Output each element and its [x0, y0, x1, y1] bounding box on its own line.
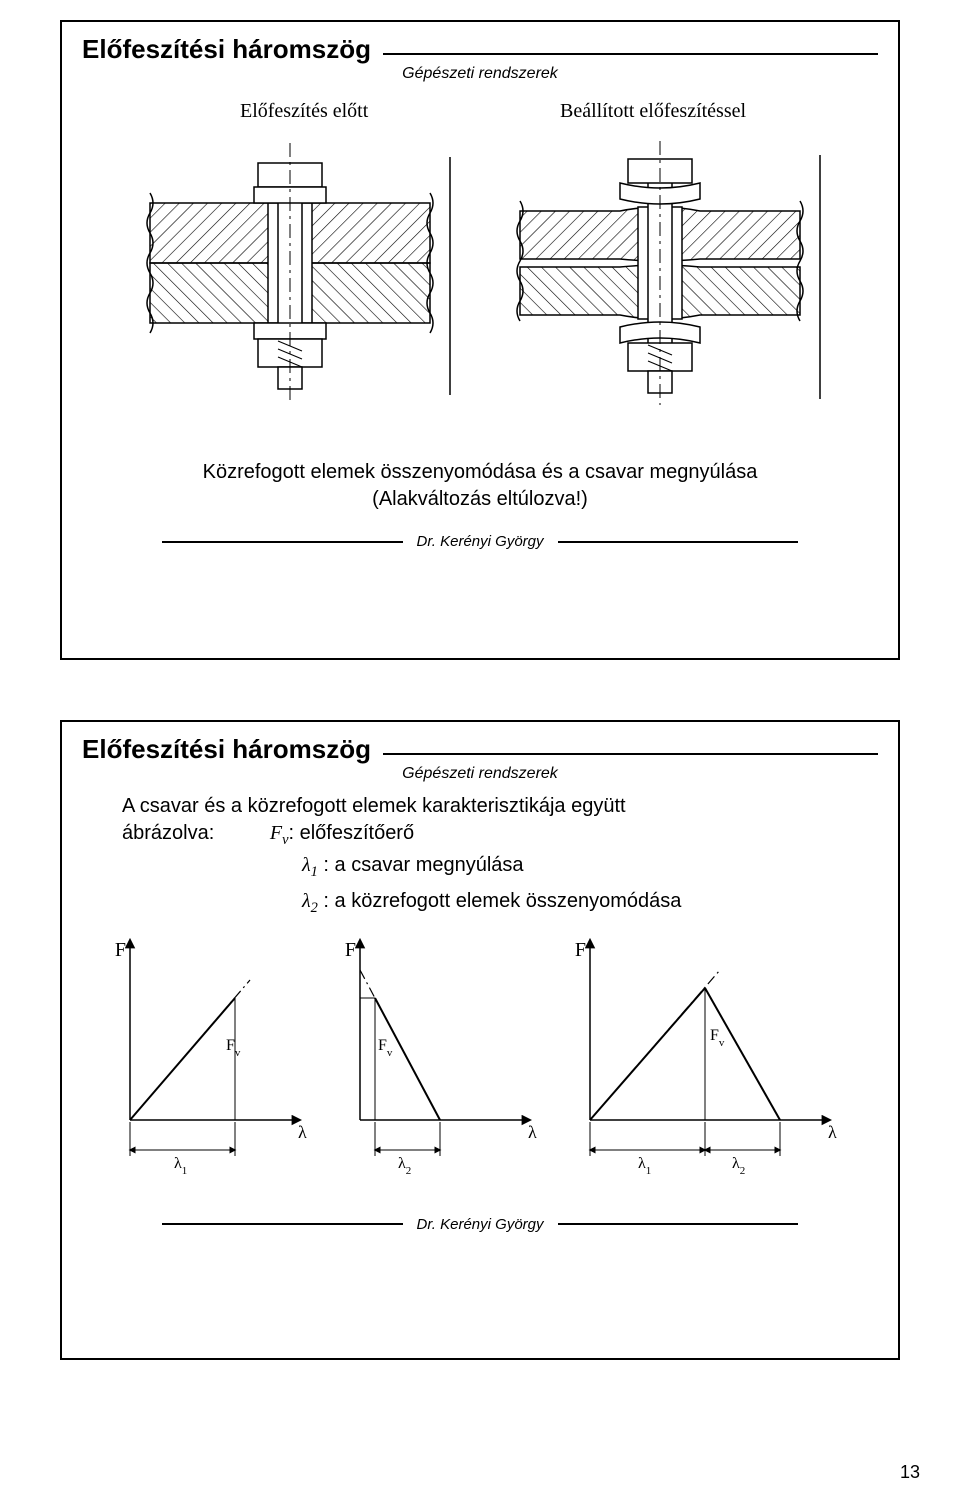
slide1-title-row: Előfeszítési háromszög — [82, 34, 878, 65]
fig1-label-right: Beállított előfeszítéssel — [560, 100, 746, 122]
svg-text:Fv: Fv — [378, 1037, 393, 1059]
svg-text:λ1: λ1 — [638, 1155, 651, 1177]
bolt-figure: Előfeszítés előtt Beállított előfeszítés… — [90, 93, 870, 433]
l1-sub: 1 — [311, 864, 318, 880]
l2-sub: 2 — [311, 900, 318, 916]
svg-text:λ1: λ1 — [174, 1155, 187, 1177]
svg-text:λ: λ — [298, 1122, 307, 1142]
l2-desc: : a közrefogott elemek összenyomódása — [318, 890, 682, 912]
l1-sym: λ — [302, 854, 311, 876]
page-number: 13 — [900, 1462, 920, 1483]
slide1-caption-line2: (Alakváltozás eltúlozva!) — [82, 486, 878, 513]
svg-text:F: F — [115, 939, 126, 961]
slide2-title: Előfeszítési háromszög — [82, 734, 371, 765]
slide2-intro-a: A csavar és a közrefogott elemek karakte… — [122, 795, 626, 817]
fv-sym: F — [270, 822, 282, 844]
slide1-footer: Dr. Kerényi György — [82, 533, 878, 550]
slide1-title-rule — [383, 53, 878, 55]
slide1-footer-text: Dr. Kerényi György — [417, 533, 544, 550]
svg-text:λ2: λ2 — [732, 1155, 745, 1177]
svg-text:F: F — [575, 939, 586, 961]
slide1-subtitle: Gépészeti rendszerek — [82, 65, 878, 83]
slide2-footer-text: Dr. Kerényi György — [417, 1216, 544, 1233]
page: Előfeszítési háromszög Gépészeti rendsze… — [0, 0, 960, 1501]
svg-text:λ2: λ2 — [398, 1155, 411, 1177]
svg-text:λ: λ — [528, 1122, 537, 1142]
slide2-intro-b: ábrázolva: — [122, 822, 214, 844]
lambda-defs: λ1 : a csavar megnyúlása λ2 : a közrefog… — [302, 850, 878, 919]
slide1-caption-line1: Közrefogott elemek összenyomódása és a c… — [82, 459, 878, 486]
slide2-subtitle: Gépészeti rendszerek — [82, 765, 878, 783]
fv-desc: : előfeszítőerő — [288, 822, 414, 844]
slide-1: Előfeszítési háromszög Gépészeti rendsze… — [60, 20, 900, 660]
characteristic-charts: F λ Fv λ1 F — [90, 930, 870, 1210]
slide2-intro: A csavar és a közrefogott elemek karakte… — [122, 793, 838, 850]
svg-text:F: F — [345, 939, 356, 961]
l1-desc: : a csavar megnyúlása — [318, 854, 524, 876]
svg-text:Fv: Fv — [710, 1027, 725, 1049]
slide2-title-row: Előfeszítési háromszög — [82, 734, 878, 765]
l2-sym: λ — [302, 890, 311, 912]
slide2-footer: Dr. Kerényi György — [82, 1216, 878, 1233]
svg-text:λ: λ — [828, 1122, 837, 1142]
fig1-label-left: Előfeszítés előtt — [240, 100, 369, 122]
slide-2: Előfeszítési háromszög Gépészeti rendsze… — [60, 720, 900, 1360]
slide1-caption: Közrefogott elemek összenyomódása és a c… — [82, 459, 878, 513]
slide1-title: Előfeszítési háromszög — [82, 34, 371, 65]
svg-text:Fv: Fv — [226, 1037, 241, 1059]
